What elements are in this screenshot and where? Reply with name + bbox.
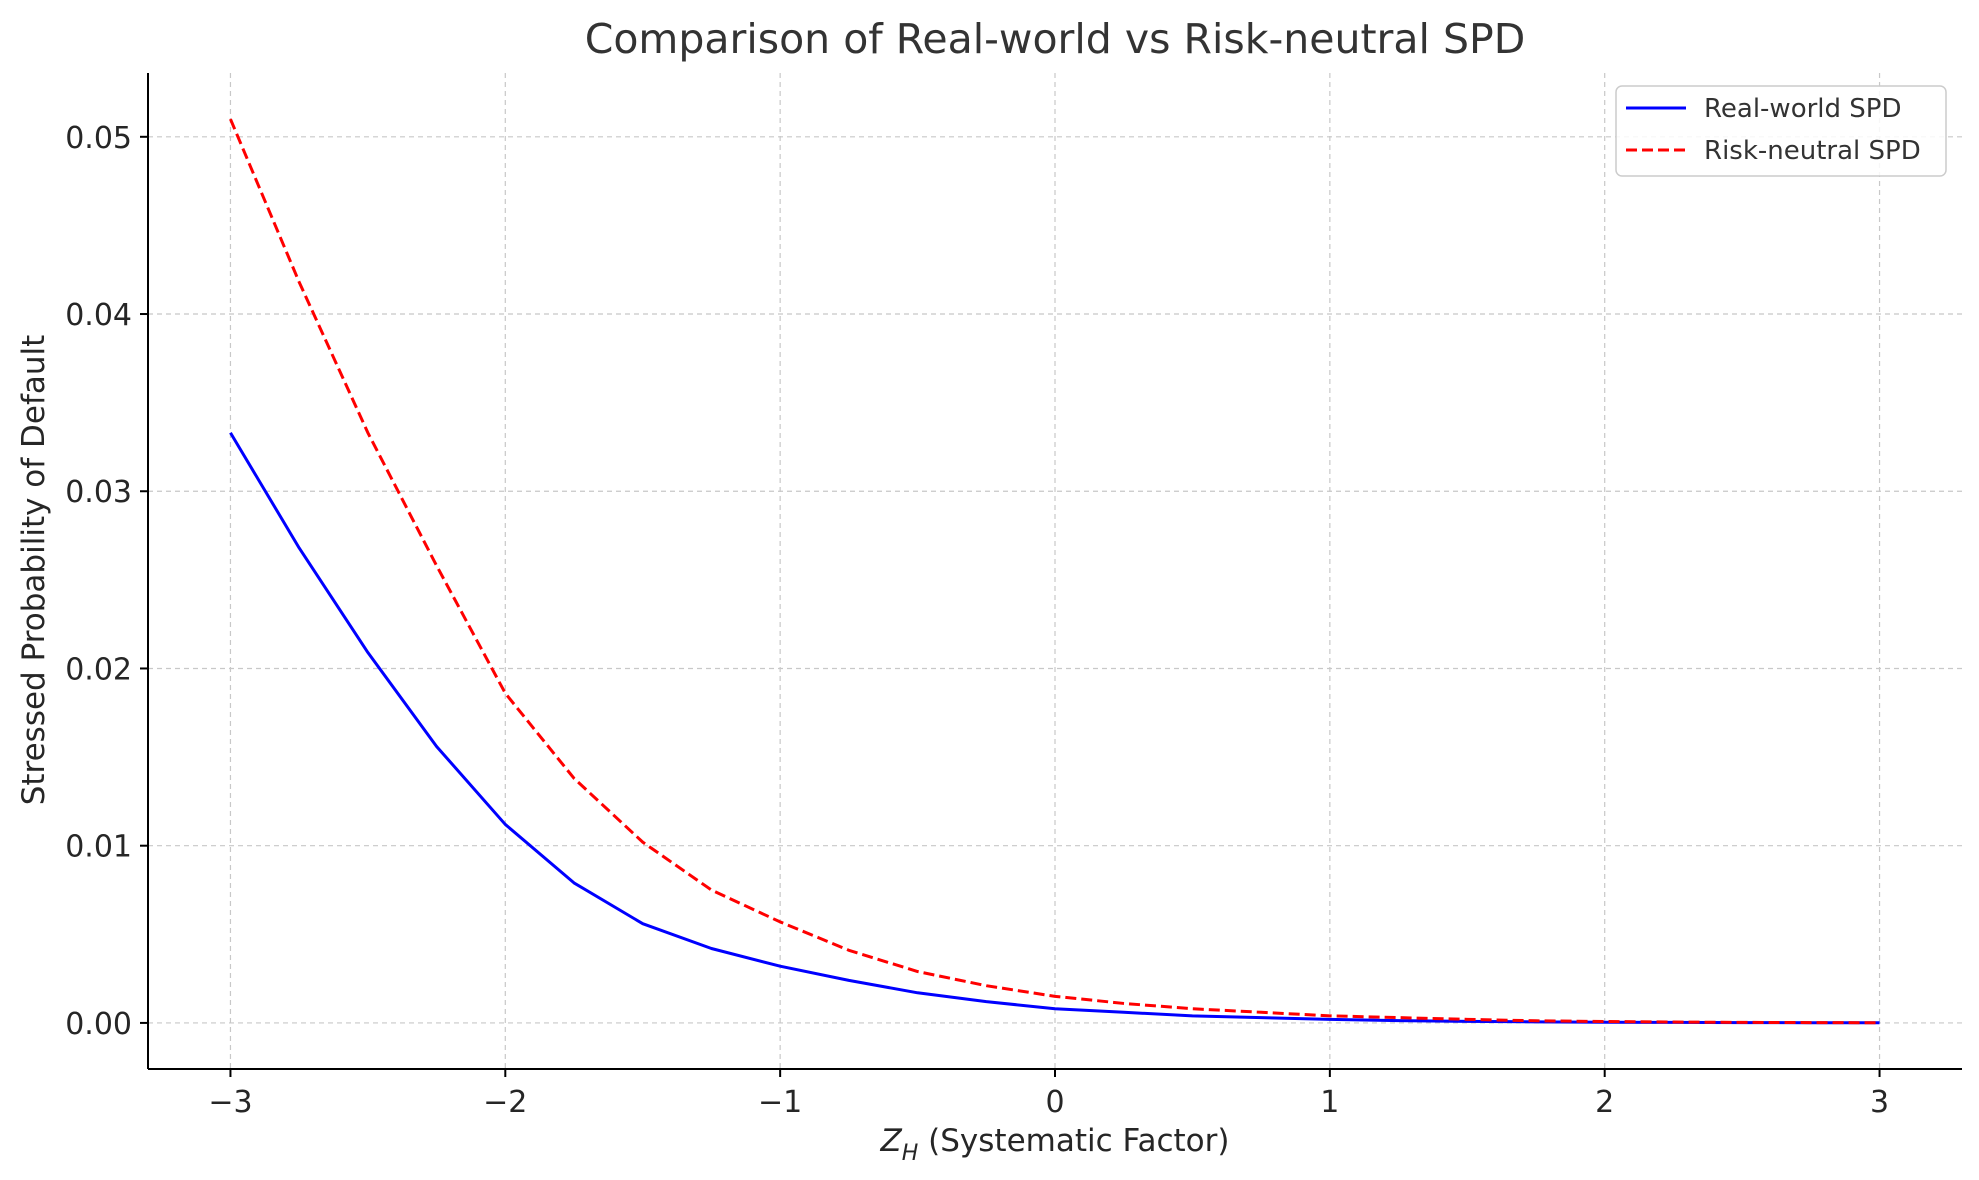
- y-tick-label: 0.02: [65, 652, 132, 687]
- x-tick-label: 3: [1870, 1085, 1889, 1120]
- y-tick-label: 0.04: [65, 298, 132, 333]
- series-lines: [229, 118, 1880, 1025]
- x-tick-label: 2: [1595, 1085, 1614, 1120]
- y-tick-label: 0.00: [65, 1007, 132, 1042]
- x-tick-label: −1: [758, 1085, 802, 1120]
- x-axis-label: ZH (Systematic Factor): [880, 1123, 1230, 1166]
- y-tick-label: 0.05: [65, 121, 132, 156]
- chart-title: Comparison of Real-world vs Risk-neutral…: [585, 15, 1526, 63]
- series-line-real-world: [229, 432, 1880, 1025]
- x-tick-label: 1: [1320, 1085, 1339, 1120]
- y-tick-label: 0.03: [65, 475, 132, 510]
- x-axis-label-subscript: H: [902, 1141, 919, 1166]
- series-line-risk-neutral: [229, 118, 1880, 1025]
- legend-label-real-world: Real-world SPD: [1704, 94, 1902, 124]
- y-tick-label: 0.01: [65, 830, 132, 865]
- grid-lines: [148, 73, 1962, 1069]
- x-axis-label-symbol: Z: [880, 1123, 903, 1159]
- legend-box: [1615, 85, 1947, 177]
- tick-marks: −3 −2 −1 0 1 2 3 0.00 0.01 0.02 0.03 0.04 0.05: [65, 121, 1889, 1120]
- x-tick-label: 0: [1045, 1085, 1064, 1120]
- x-axis-label-text: (Systematic Factor): [918, 1123, 1229, 1159]
- x-tick-label: −3: [208, 1085, 252, 1120]
- legend-label-risk-neutral: Risk-neutral SPD: [1704, 136, 1921, 166]
- legend: Real-world SPD Risk-neutral SPD: [1615, 85, 1947, 177]
- x-tick-label: −2: [483, 1085, 527, 1120]
- y-axis-label: Stressed Probability of Default: [16, 335, 52, 806]
